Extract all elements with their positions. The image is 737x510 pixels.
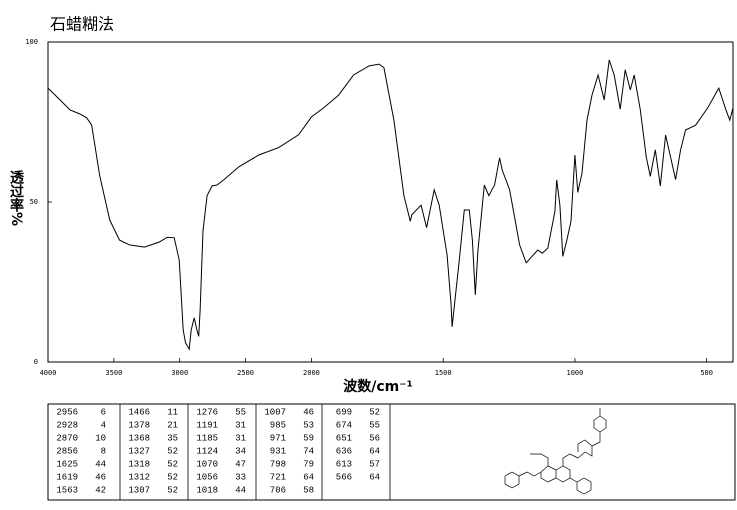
- peak-transmittance: 55: [235, 407, 246, 417]
- peak-transmittance: 59: [303, 433, 314, 443]
- peak-transmittance: 52: [167, 472, 178, 482]
- peak-transmittance: 64: [369, 446, 380, 456]
- peak-transmittance: 53: [303, 420, 314, 430]
- peak-transmittance: 52: [167, 446, 178, 456]
- peak-wavenumber: 931: [270, 446, 286, 456]
- peak-wavenumber: 699: [336, 407, 352, 417]
- peak-transmittance: 79: [303, 459, 314, 469]
- peak-wavenumber: 2870: [56, 433, 78, 443]
- peak-transmittance: 64: [369, 472, 380, 482]
- peak-wavenumber: 674: [336, 420, 352, 430]
- peak-transmittance: 34: [235, 446, 246, 456]
- x-tick-label: 3000: [171, 369, 188, 377]
- peak-transmittance: 8: [101, 446, 106, 456]
- peak-transmittance: 58: [303, 485, 314, 495]
- peak-transmittance: 11: [167, 407, 178, 417]
- peak-wavenumber: 1018: [196, 485, 218, 495]
- peak-wavenumber: 636: [336, 446, 352, 456]
- peak-wavenumber: 1312: [128, 472, 150, 482]
- peak-transmittance: 31: [235, 420, 246, 430]
- peak-table-frame: [47, 403, 736, 501]
- peak-wavenumber: 566: [336, 472, 352, 482]
- peak-wavenumber: 1124: [196, 446, 218, 456]
- spectrum-line: [47, 59, 734, 351]
- peak-transmittance: 74: [303, 446, 314, 456]
- peak-transmittance: 35: [167, 433, 178, 443]
- peak-wavenumber: 1307: [128, 485, 150, 495]
- x-tick-label: 500: [700, 369, 713, 377]
- peak-wavenumber: 706: [270, 485, 286, 495]
- peak-transmittance: 10: [95, 433, 106, 443]
- y-axis-label: 透过率%: [8, 170, 24, 226]
- peak-wavenumber: 1378: [128, 420, 150, 430]
- x-tick-label: 1500: [435, 369, 452, 377]
- x-tick-label: 3500: [105, 369, 122, 377]
- peak-transmittance: 52: [369, 407, 380, 417]
- peak-transmittance: 31: [235, 433, 246, 443]
- peak-wavenumber: 798: [270, 459, 286, 469]
- peak-transmittance: 55: [369, 420, 380, 430]
- peak-wavenumber: 1191: [196, 420, 218, 430]
- peak-transmittance: 46: [303, 407, 314, 417]
- peak-wavenumber: 1007: [264, 407, 286, 417]
- peak-wavenumber: 1185: [196, 433, 218, 443]
- peak-wavenumber: 971: [270, 433, 286, 443]
- peak-transmittance: 52: [167, 485, 178, 495]
- peak-transmittance: 33: [235, 472, 246, 482]
- peak-wavenumber: 1056: [196, 472, 218, 482]
- peak-wavenumber: 1276: [196, 407, 218, 417]
- peak-wavenumber: 1466: [128, 407, 150, 417]
- peak-wavenumber: 651: [336, 433, 352, 443]
- x-tick-label: 2000: [303, 369, 320, 377]
- peak-transmittance: 6: [101, 407, 106, 417]
- peak-transmittance: 21: [167, 420, 178, 430]
- peak-transmittance: 46: [95, 472, 106, 482]
- y-tick-label: 0: [34, 358, 38, 366]
- peak-wavenumber: 721: [270, 472, 286, 482]
- peak-wavenumber: 2856: [56, 446, 78, 456]
- peak-wavenumber: 1368: [128, 433, 150, 443]
- x-tick-label: 2500: [237, 369, 254, 377]
- structure: [504, 408, 607, 495]
- peak-transmittance: 57: [369, 459, 380, 469]
- peak-wavenumber: 1327: [128, 446, 150, 456]
- peak-transmittance: 44: [235, 485, 246, 495]
- peak-wavenumber: 2956: [56, 407, 78, 417]
- peak-transmittance: 4: [101, 420, 106, 430]
- peak-transmittance: 56: [369, 433, 380, 443]
- peak-wavenumber: 1070: [196, 459, 218, 469]
- peak-transmittance: 52: [167, 459, 178, 469]
- peak-wavenumber: 1619: [56, 472, 78, 482]
- peak-wavenumber: 985: [270, 420, 286, 430]
- x-axis-label: 波数/cm⁻¹: [343, 378, 413, 395]
- peak-transmittance: 42: [95, 485, 106, 495]
- peak-transmittance: 47: [235, 459, 246, 469]
- y-tick-label: 100: [25, 38, 38, 46]
- peak-wavenumber: 1563: [56, 485, 78, 495]
- peak-wavenumber: 1318: [128, 459, 150, 469]
- peak-transmittance: 64: [303, 472, 314, 482]
- y-tick-label: 50: [30, 198, 38, 206]
- peak-transmittance: 44: [95, 459, 106, 469]
- x-tick-label: 4000: [40, 369, 57, 377]
- peak-wavenumber: 2928: [56, 420, 78, 430]
- x-tick-label: 1000: [566, 369, 583, 377]
- peak-wavenumber: 613: [336, 459, 352, 469]
- peak-wavenumber: 1625: [56, 459, 78, 469]
- chart-title: 石蜡糊法: [50, 15, 114, 34]
